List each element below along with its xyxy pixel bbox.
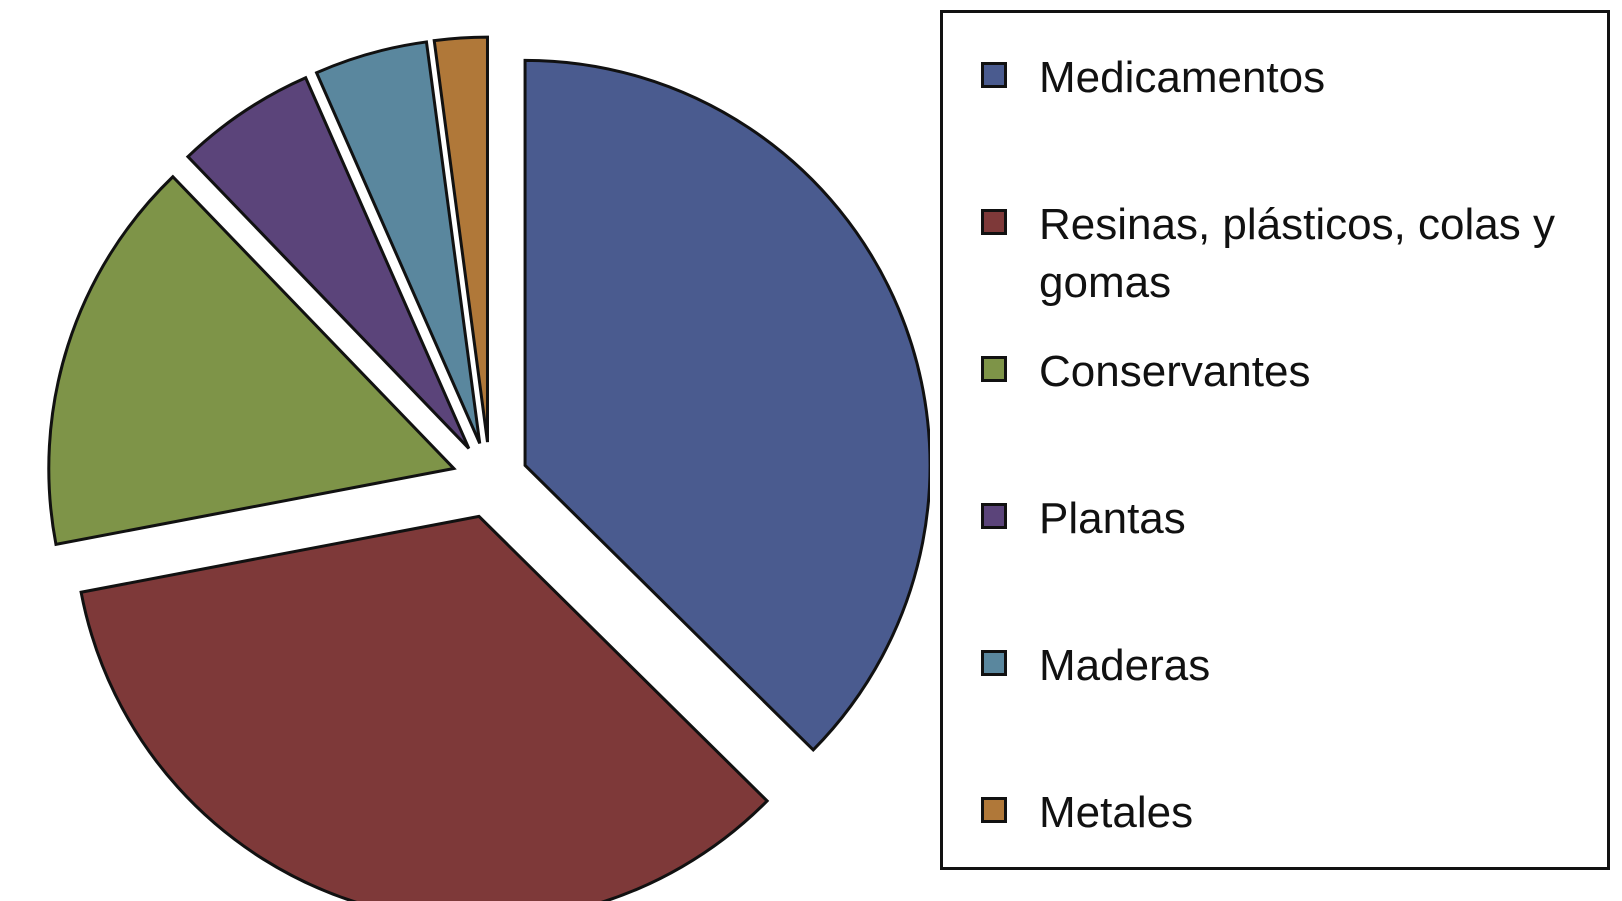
- legend: Medicamentos Resinas, plásticos, colas y…: [940, 10, 1610, 870]
- pie-slice-medicamentos: [523, 58, 930, 753]
- legend-label: Plantas: [1039, 494, 1186, 543]
- pie-slice-plantas: [185, 75, 471, 450]
- pie-slice-resinas: [79, 514, 770, 901]
- legend-label: Medicamentos: [1039, 53, 1326, 102]
- legend-label: Metales: [1039, 788, 1194, 837]
- legend-swatch: [981, 209, 1007, 235]
- legend-item-resinas: Resinas, plásticos, colas y gomas: [981, 196, 1591, 312]
- legend-swatch: [981, 62, 1007, 88]
- legend-item-plantas: Plantas: [981, 490, 1591, 548]
- legend-label: Conservantes: [1039, 347, 1311, 396]
- legend-label: Maderas: [1039, 641, 1211, 690]
- legend-swatch: [981, 356, 1007, 382]
- legend-item-conservantes: Conservantes: [981, 343, 1591, 401]
- pie-slice-metales: [432, 35, 489, 443]
- legend-swatch: [981, 797, 1007, 823]
- legend-item-medicamentos: Medicamentos: [981, 49, 1591, 107]
- pie-chart: [47, 35, 930, 901]
- pie-slice-conservantes: [47, 174, 457, 547]
- pie-slice-maderas: [314, 40, 482, 445]
- legend-label: Resinas, plásticos, colas y gomas: [1039, 200, 1555, 307]
- legend-item-metales: Metales: [981, 784, 1591, 842]
- legend-swatch: [981, 650, 1007, 676]
- legend-item-maderas: Maderas: [981, 637, 1591, 695]
- legend-swatch: [981, 503, 1007, 529]
